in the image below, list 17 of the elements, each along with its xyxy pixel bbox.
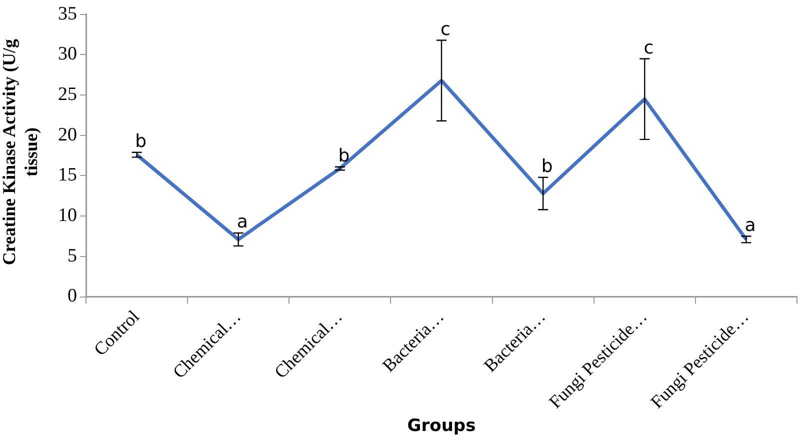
y-tick-label: 10: [58, 205, 77, 226]
y-tick-label: 20: [58, 124, 77, 146]
data-label: a: [236, 212, 248, 233]
y-tick-label: 0: [68, 286, 77, 307]
data-label: a: [744, 214, 756, 236]
x-axis-title: Groups: [407, 416, 476, 436]
data-label: b: [338, 146, 350, 167]
data-label: b: [135, 131, 147, 152]
y-tick-label: 25: [58, 84, 77, 106]
y-tick-label: 15: [58, 164, 77, 186]
data-label: c: [644, 37, 654, 58]
y-axis-title: Creatine Kinase Activity (U/g tissue): [0, 38, 42, 268]
data-label: b: [541, 156, 553, 178]
y-tick-label: 5: [68, 245, 77, 266]
data-label: c: [440, 18, 450, 40]
y-tick-label: 35: [58, 3, 77, 24]
y-tick-label: 30: [58, 44, 77, 65]
